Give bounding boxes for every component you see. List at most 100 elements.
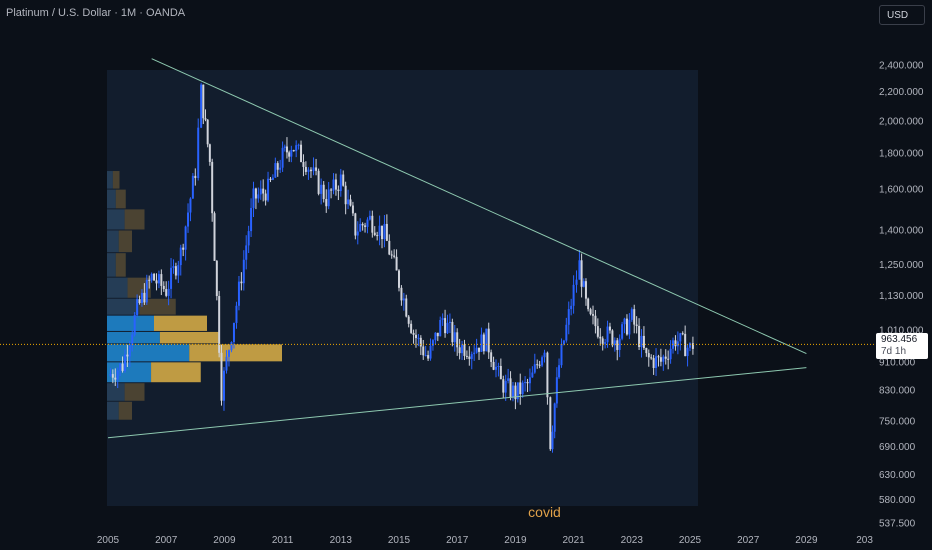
candle-body — [667, 358, 670, 360]
x-tick-label: 2005 — [97, 535, 120, 546]
candle-body — [589, 309, 592, 315]
x-tick-label: 2023 — [621, 535, 644, 546]
x-tick-label: 2013 — [330, 535, 353, 546]
candle-body — [621, 324, 624, 339]
y-tick-label: 1,250.000 — [879, 260, 924, 271]
candle-body — [422, 346, 425, 356]
candle-body — [242, 259, 245, 284]
candle-body — [587, 298, 590, 310]
volume-profile-bar-up — [107, 383, 125, 401]
candle-body — [502, 379, 505, 393]
volume-profile-bar-up — [107, 344, 190, 362]
candle-body — [140, 292, 143, 304]
candle-body — [642, 335, 645, 348]
candle-body — [582, 281, 585, 287]
candle-body — [257, 194, 260, 199]
candle-body — [526, 382, 529, 384]
candle-body — [366, 219, 369, 227]
candle-body — [560, 344, 563, 366]
candle-body — [470, 354, 473, 359]
candle-body — [237, 281, 240, 306]
candle-body — [334, 179, 337, 190]
candle-body — [674, 340, 677, 347]
candle-body — [650, 357, 653, 359]
candle-body — [240, 281, 243, 284]
candle-body — [292, 150, 295, 152]
candle-body — [344, 185, 347, 205]
candle-body — [197, 127, 200, 179]
volume-profile-bar-down — [154, 315, 207, 331]
candle-body — [322, 184, 325, 200]
candle-body — [444, 318, 447, 334]
time-axis[interactable]: 2005 2007 2009 2011 2013 2015 2017 2019 2021 2023… — [97, 535, 874, 546]
x-tick-label: 2011 — [272, 535, 294, 546]
candle-body — [679, 333, 682, 342]
candle-body — [342, 174, 345, 186]
volume-profile-bar-down — [189, 344, 282, 362]
candle-body — [191, 175, 194, 199]
candle-body — [218, 296, 221, 353]
candle-body — [245, 245, 248, 260]
volume-profile-bar-up — [107, 253, 116, 277]
candle-body — [541, 357, 544, 366]
y-tick-label: 1,800.000 — [879, 149, 924, 160]
candle-body — [119, 363, 122, 371]
candle-body — [565, 324, 568, 341]
volume-profile-bar-down — [112, 171, 120, 189]
candle-body — [482, 334, 485, 352]
y-tick-label: 910.000 — [879, 357, 916, 368]
candle-body — [580, 260, 583, 287]
volume-profile-bar-down — [159, 331, 220, 344]
candles — [109, 82, 694, 453]
candle-body — [206, 119, 209, 145]
y-tick-label: 2,400.000 — [879, 60, 924, 71]
candle-body — [252, 188, 255, 208]
volume-profile-bar-down — [124, 209, 145, 230]
candle-body — [281, 147, 284, 168]
y-tick-label: 1,010.000 — [879, 325, 924, 336]
candle-body — [262, 188, 265, 194]
candle-body — [638, 325, 641, 348]
candle-body — [524, 382, 527, 384]
y-tick-label: 630.000 — [879, 470, 916, 481]
candle-body — [625, 318, 628, 335]
candle-body — [655, 356, 658, 368]
candle-body — [290, 150, 293, 157]
candle-body — [431, 340, 434, 346]
candle-body — [232, 322, 235, 343]
candle-body — [592, 314, 594, 316]
candle-body — [267, 178, 270, 201]
candle-body — [381, 225, 384, 240]
candle-body — [439, 319, 442, 337]
candle-body — [220, 352, 223, 401]
currency-button[interactable]: USD — [879, 5, 925, 25]
candle-body — [131, 334, 134, 346]
candle-body — [315, 167, 318, 171]
candle-body — [114, 377, 117, 380]
candle-body — [456, 332, 459, 348]
candle-body — [684, 333, 687, 357]
trendlines[interactable] — [107, 58, 807, 439]
candle-body — [288, 152, 291, 157]
candle-body — [312, 167, 315, 172]
candle-body — [213, 213, 216, 261]
candle-body — [478, 347, 481, 352]
candle-body — [123, 354, 126, 371]
candle-body — [635, 324, 638, 326]
candle-body — [604, 342, 607, 344]
price-axis[interactable]: 2,400.000 2,200.000 2,000.000 1,800.000 1,60… — [879, 60, 924, 529]
candle-body — [133, 315, 136, 335]
candle-body — [160, 274, 163, 286]
candle-body — [662, 356, 665, 362]
candle-body — [309, 169, 312, 172]
volume-profile-bar-down — [127, 277, 151, 298]
candle-body — [202, 84, 205, 119]
candle-body — [225, 356, 228, 371]
candle-body — [165, 289, 168, 296]
candle-body — [388, 240, 391, 255]
candle-body — [691, 343, 694, 349]
candle-body — [664, 356, 667, 359]
candle-body — [271, 177, 274, 180]
candle-body — [359, 223, 362, 232]
